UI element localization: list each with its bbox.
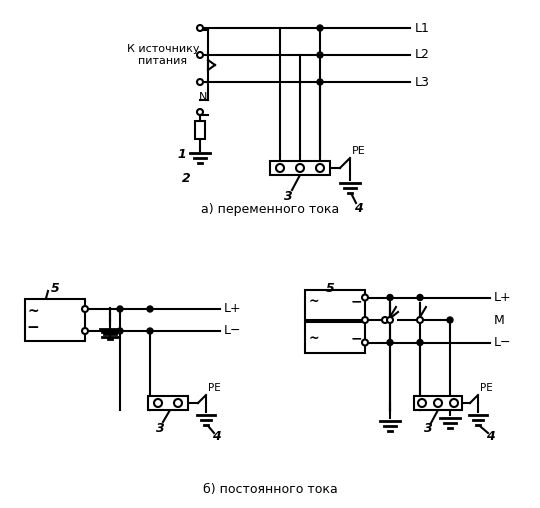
Text: PE: PE	[480, 383, 493, 393]
Circle shape	[316, 164, 324, 172]
Circle shape	[362, 317, 368, 323]
Text: L−: L−	[224, 325, 241, 337]
Circle shape	[447, 317, 453, 323]
Circle shape	[417, 339, 423, 345]
Circle shape	[362, 295, 368, 301]
FancyBboxPatch shape	[25, 299, 85, 341]
FancyBboxPatch shape	[270, 161, 330, 175]
Text: N: N	[199, 92, 207, 102]
Text: ~: ~	[309, 295, 319, 308]
Text: L1: L1	[415, 21, 430, 35]
Text: а) переменного тока: а) переменного тока	[201, 204, 339, 216]
Text: 5: 5	[326, 281, 334, 295]
FancyBboxPatch shape	[148, 396, 188, 410]
Circle shape	[276, 164, 284, 172]
Text: 3: 3	[284, 189, 292, 203]
Circle shape	[417, 317, 423, 323]
Text: 3: 3	[423, 422, 433, 434]
Text: 5: 5	[51, 281, 59, 295]
Text: 4: 4	[485, 430, 495, 443]
Text: −: −	[350, 295, 362, 309]
Circle shape	[197, 79, 203, 85]
Text: L+: L+	[494, 291, 511, 304]
Circle shape	[387, 339, 393, 345]
Text: К источнику
питания: К источнику питания	[127, 44, 199, 66]
Circle shape	[147, 328, 153, 334]
Circle shape	[417, 295, 423, 301]
Circle shape	[82, 306, 88, 312]
Circle shape	[117, 328, 123, 334]
FancyBboxPatch shape	[305, 290, 365, 320]
Circle shape	[362, 339, 368, 345]
Text: −: −	[350, 331, 362, 345]
Text: 2: 2	[181, 173, 191, 185]
Circle shape	[434, 399, 442, 407]
FancyBboxPatch shape	[195, 121, 205, 139]
Text: PE: PE	[352, 146, 366, 156]
FancyBboxPatch shape	[414, 396, 462, 410]
Text: б) постоянного тока: б) постоянного тока	[202, 484, 338, 496]
Circle shape	[317, 52, 323, 58]
Circle shape	[450, 399, 458, 407]
Text: 1: 1	[178, 148, 186, 162]
Circle shape	[197, 52, 203, 58]
Text: PE: PE	[208, 383, 221, 393]
Text: L2: L2	[415, 48, 430, 61]
Circle shape	[174, 399, 182, 407]
FancyBboxPatch shape	[305, 322, 365, 353]
Circle shape	[197, 109, 203, 115]
Circle shape	[387, 317, 393, 323]
Circle shape	[147, 306, 153, 312]
Circle shape	[296, 164, 304, 172]
Text: ~: ~	[309, 332, 319, 345]
Circle shape	[317, 25, 323, 31]
Circle shape	[418, 399, 426, 407]
Text: M: M	[494, 313, 505, 327]
Circle shape	[382, 317, 388, 323]
Circle shape	[197, 25, 203, 31]
Circle shape	[154, 399, 162, 407]
Text: L3: L3	[415, 76, 430, 88]
Circle shape	[82, 328, 88, 334]
Circle shape	[317, 79, 323, 85]
Text: L+: L+	[224, 302, 241, 315]
Text: 4: 4	[354, 202, 362, 214]
Text: L−: L−	[494, 336, 511, 349]
Text: 3: 3	[156, 422, 164, 434]
Text: −: −	[26, 321, 39, 335]
Circle shape	[117, 306, 123, 312]
Text: 4: 4	[212, 430, 220, 443]
Circle shape	[387, 295, 393, 301]
Text: ~: ~	[27, 305, 39, 319]
